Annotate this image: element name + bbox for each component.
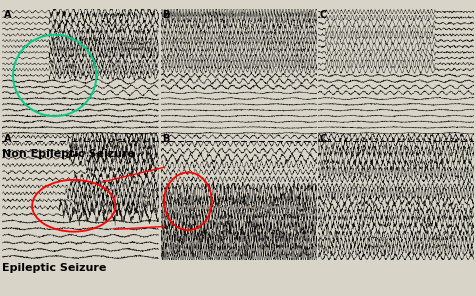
- Text: A: A: [4, 134, 11, 144]
- Text: B: B: [162, 134, 170, 144]
- Text: A: A: [4, 10, 11, 20]
- Text: C: C: [319, 10, 327, 20]
- Text: B: B: [162, 10, 170, 20]
- Text: Epileptic Seizure: Epileptic Seizure: [2, 263, 107, 274]
- Text: Non Epileptic Seizure: Non Epileptic Seizure: [2, 149, 135, 160]
- Text: C: C: [319, 134, 327, 144]
